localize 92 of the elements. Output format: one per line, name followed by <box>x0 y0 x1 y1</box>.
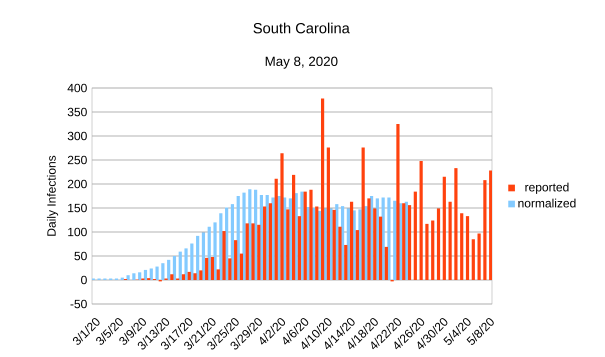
bar <box>219 213 222 280</box>
y-axis-title: Daily Infections <box>46 156 58 236</box>
bar <box>431 220 434 280</box>
y-tick-label: 250 <box>68 156 87 164</box>
y-tick-label: 350 <box>68 108 87 116</box>
bar <box>460 213 464 280</box>
bar <box>373 208 376 280</box>
bar <box>425 224 429 280</box>
bar <box>478 233 481 280</box>
y-tick-label: 0 <box>81 276 87 284</box>
bar <box>240 254 244 280</box>
bar <box>228 258 232 280</box>
bar <box>161 263 164 280</box>
bar <box>138 272 142 280</box>
legend-label: reported <box>525 182 569 194</box>
bar <box>236 196 240 280</box>
bar <box>190 243 194 280</box>
bar <box>483 180 486 280</box>
bar <box>292 174 296 280</box>
bar <box>132 273 136 280</box>
bar <box>210 256 214 280</box>
bar <box>414 192 417 280</box>
bar <box>382 197 385 280</box>
chart-subtitle: May 8, 2020 <box>266 56 338 69</box>
bar <box>274 178 278 280</box>
bar <box>332 210 336 280</box>
bar <box>234 240 238 280</box>
y-tick-label: 400 <box>68 84 87 92</box>
bar <box>294 193 298 280</box>
bar <box>315 206 318 280</box>
bar <box>170 274 174 280</box>
bar <box>367 198 371 280</box>
bar <box>155 266 159 280</box>
bar <box>442 176 446 280</box>
bar <box>205 258 208 280</box>
bar <box>184 248 188 280</box>
bar <box>196 236 200 280</box>
chart-title: South Carolina <box>253 22 350 34</box>
bar <box>286 209 290 280</box>
bar <box>448 202 452 280</box>
bar <box>466 216 470 280</box>
bar <box>396 124 400 280</box>
bar <box>193 273 197 280</box>
bar <box>408 205 412 280</box>
bar <box>208 226 211 280</box>
bar <box>257 224 260 280</box>
bar <box>172 256 176 280</box>
bar <box>356 230 359 280</box>
bar <box>188 272 191 280</box>
legend-label: normalized <box>518 198 576 208</box>
bar <box>420 160 423 280</box>
bar <box>246 223 249 280</box>
bar <box>378 216 382 280</box>
y-tick-label: 100 <box>68 228 87 236</box>
bar <box>268 203 272 280</box>
y-tick-label: -50 <box>70 300 87 308</box>
bar <box>251 223 255 280</box>
bar <box>222 230 226 280</box>
bar <box>454 168 458 280</box>
bar <box>324 208 327 280</box>
bar <box>350 202 354 280</box>
bar <box>263 206 266 280</box>
bar <box>384 246 388 280</box>
bar <box>182 274 186 280</box>
bar <box>167 260 170 280</box>
bar <box>304 192 307 280</box>
bar <box>216 269 220 280</box>
bar <box>436 208 440 280</box>
bar <box>150 268 153 280</box>
bar <box>266 194 269 280</box>
bar <box>402 203 406 280</box>
bar <box>280 153 284 280</box>
bar <box>178 252 182 280</box>
bar <box>393 200 396 280</box>
bar <box>344 244 348 280</box>
bar <box>202 232 206 280</box>
bar <box>298 216 301 280</box>
bar <box>199 270 202 280</box>
bar <box>472 239 475 280</box>
bar <box>144 270 148 280</box>
y-tick-label: 200 <box>68 180 87 188</box>
bar <box>248 189 252 280</box>
y-tick-label: 150 <box>68 204 87 212</box>
bar <box>338 226 342 280</box>
bar <box>320 98 324 280</box>
bar <box>326 147 330 280</box>
bar <box>126 275 130 280</box>
bar <box>309 190 313 280</box>
y-tick-label: 50 <box>74 252 87 260</box>
bar <box>362 147 365 280</box>
y-tick-label: 300 <box>68 132 87 140</box>
bar <box>352 210 356 280</box>
